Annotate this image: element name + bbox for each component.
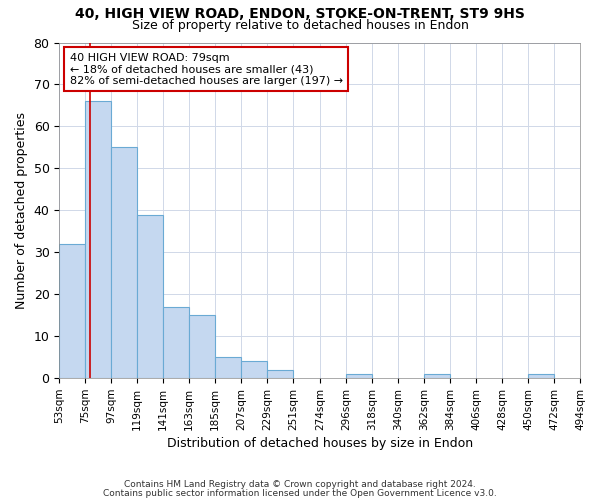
Bar (85, 101, 111, 378)
Text: 40 HIGH VIEW ROAD: 79sqm
← 18% of detached houses are smaller (43)
82% of semi-d: 40 HIGH VIEW ROAD: 79sqm ← 18% of detach… (70, 52, 343, 86)
Bar (241, 362, 267, 378)
Bar (59, 244, 85, 378)
Bar (137, 214, 163, 378)
Bar (215, 357, 241, 378)
Bar (424, 374, 450, 378)
Text: Contains public sector information licensed under the Open Government Licence v3: Contains public sector information licen… (103, 488, 497, 498)
Bar (189, 316, 215, 378)
Bar (163, 307, 189, 378)
Y-axis label: Number of detached properties: Number of detached properties (15, 112, 28, 309)
Bar (528, 374, 554, 378)
Text: Contains HM Land Registry data © Crown copyright and database right 2024.: Contains HM Land Registry data © Crown c… (124, 480, 476, 489)
Text: Size of property relative to detached houses in Endon: Size of property relative to detached ho… (131, 19, 469, 32)
Text: 40, HIGH VIEW ROAD, ENDON, STOKE-ON-TRENT, ST9 9HS: 40, HIGH VIEW ROAD, ENDON, STOKE-ON-TREN… (75, 8, 525, 22)
X-axis label: Distribution of detached houses by size in Endon: Distribution of detached houses by size … (167, 437, 473, 450)
Bar (267, 370, 293, 378)
Bar (346, 374, 372, 378)
Bar (111, 148, 137, 378)
